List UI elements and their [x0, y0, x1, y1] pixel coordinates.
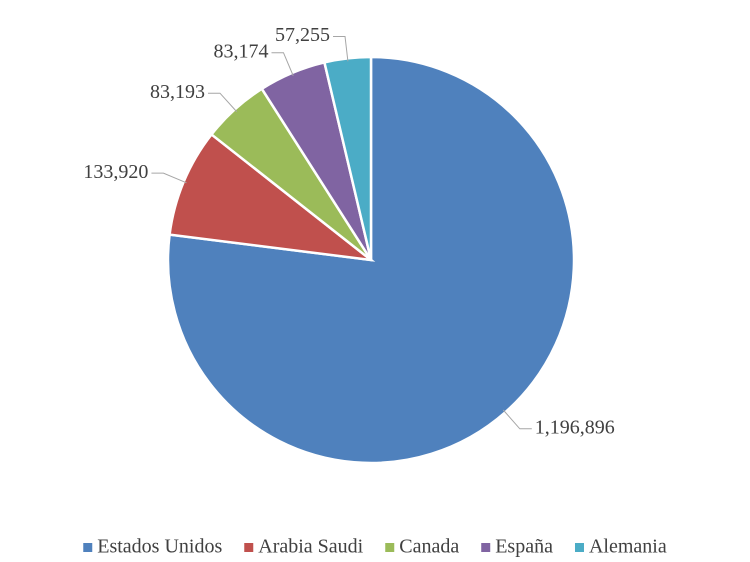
- leader-line: [271, 52, 294, 76]
- pie: [166, 55, 576, 465]
- leader-line: [502, 409, 532, 430]
- data-label: 1,196,896: [535, 416, 615, 438]
- leader-line: [207, 92, 238, 113]
- data-label: 83,174: [213, 40, 268, 62]
- data-label: 83,193: [150, 81, 205, 103]
- legend-swatch: [481, 543, 491, 552]
- legend-label: Alemania: [589, 536, 667, 558]
- legend-swatch: [385, 543, 395, 552]
- legend-label: Canada: [399, 536, 459, 558]
- leader-line: [151, 172, 187, 184]
- data-labels: 1,196,896 133,920 83,193 83,174 57,255: [83, 24, 614, 438]
- legend: Estados Unidos Arabia Saudi Canada España Al…: [83, 536, 667, 558]
- legend-swatch: [574, 543, 584, 552]
- legend-label: Estados Unidos: [97, 536, 222, 558]
- leader-line: [333, 36, 349, 62]
- legend-label: Arabia Saudi: [258, 536, 363, 558]
- legend-swatch: [244, 543, 254, 552]
- legend-label: España: [495, 536, 553, 558]
- data-label: 133,920: [83, 161, 148, 183]
- legend-swatch: [83, 543, 93, 552]
- data-label: 57,255: [275, 24, 330, 46]
